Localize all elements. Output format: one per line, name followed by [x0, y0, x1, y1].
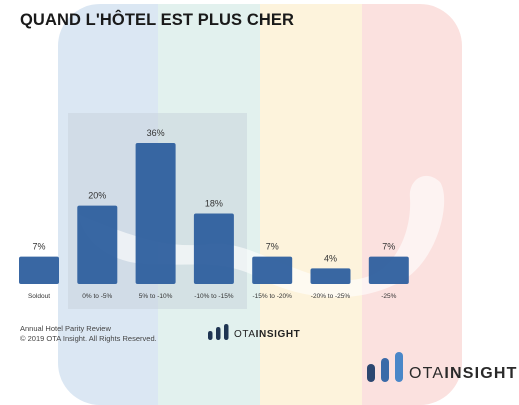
bar	[368, 256, 409, 284]
bar-value-label: 7%	[382, 242, 395, 252]
x-tick-label: 5% to -10%	[139, 293, 173, 300]
logo-small-wordmark: OTAINSIGHT	[234, 329, 301, 340]
bar-value-label: 20%	[88, 191, 106, 201]
footer-credits: Annual Hotel Parity Review © 2019 OTA In…	[20, 324, 157, 344]
x-tick-label: -15% to -20%	[253, 293, 293, 300]
chart-title: QUAND L'HÔTEL EST PLUS CHER	[20, 11, 294, 29]
value-labels: 7% 20% 36% 18% 7% 4% 7%	[32, 128, 395, 263]
bar-value-label: 18%	[205, 199, 223, 209]
bar	[77, 205, 118, 284]
logo-large-wordmark: OTAINSIGHT	[409, 365, 518, 382]
footer-line-2: © 2019 OTA Insight. All Rights Reserved.	[20, 334, 157, 343]
footer-line-1: Annual Hotel Parity Review	[20, 324, 111, 333]
bar-value-label: 7%	[32, 242, 45, 252]
bar	[252, 256, 293, 284]
bar	[310, 268, 351, 284]
ota-insight-bars-icon	[208, 324, 229, 340]
bar-value-label: 36%	[147, 128, 165, 138]
x-tick-label: -20% to -25%	[311, 293, 351, 300]
category-labels: Soldout 0% to -5% 5% to -10% -10% to -15% -1…	[28, 293, 397, 300]
bar	[19, 256, 59, 284]
bar	[193, 213, 234, 284]
logo-small: OTAINSIGHT	[207, 324, 300, 340]
ota-insight-bars-icon	[367, 352, 403, 382]
logo-large: OTAINSIGHT	[366, 352, 518, 382]
bar-value-label: 7%	[266, 242, 279, 252]
x-tick-label: Soldout	[28, 293, 50, 300]
bar	[135, 143, 176, 284]
band-yellow	[260, 4, 362, 405]
x-tick-label: -25%	[381, 293, 396, 300]
bar-series	[19, 143, 409, 284]
bar-value-label: 4%	[324, 253, 337, 263]
x-tick-label: 0% to -5%	[82, 293, 112, 300]
x-tick-label: -10% to -15%	[194, 293, 234, 300]
